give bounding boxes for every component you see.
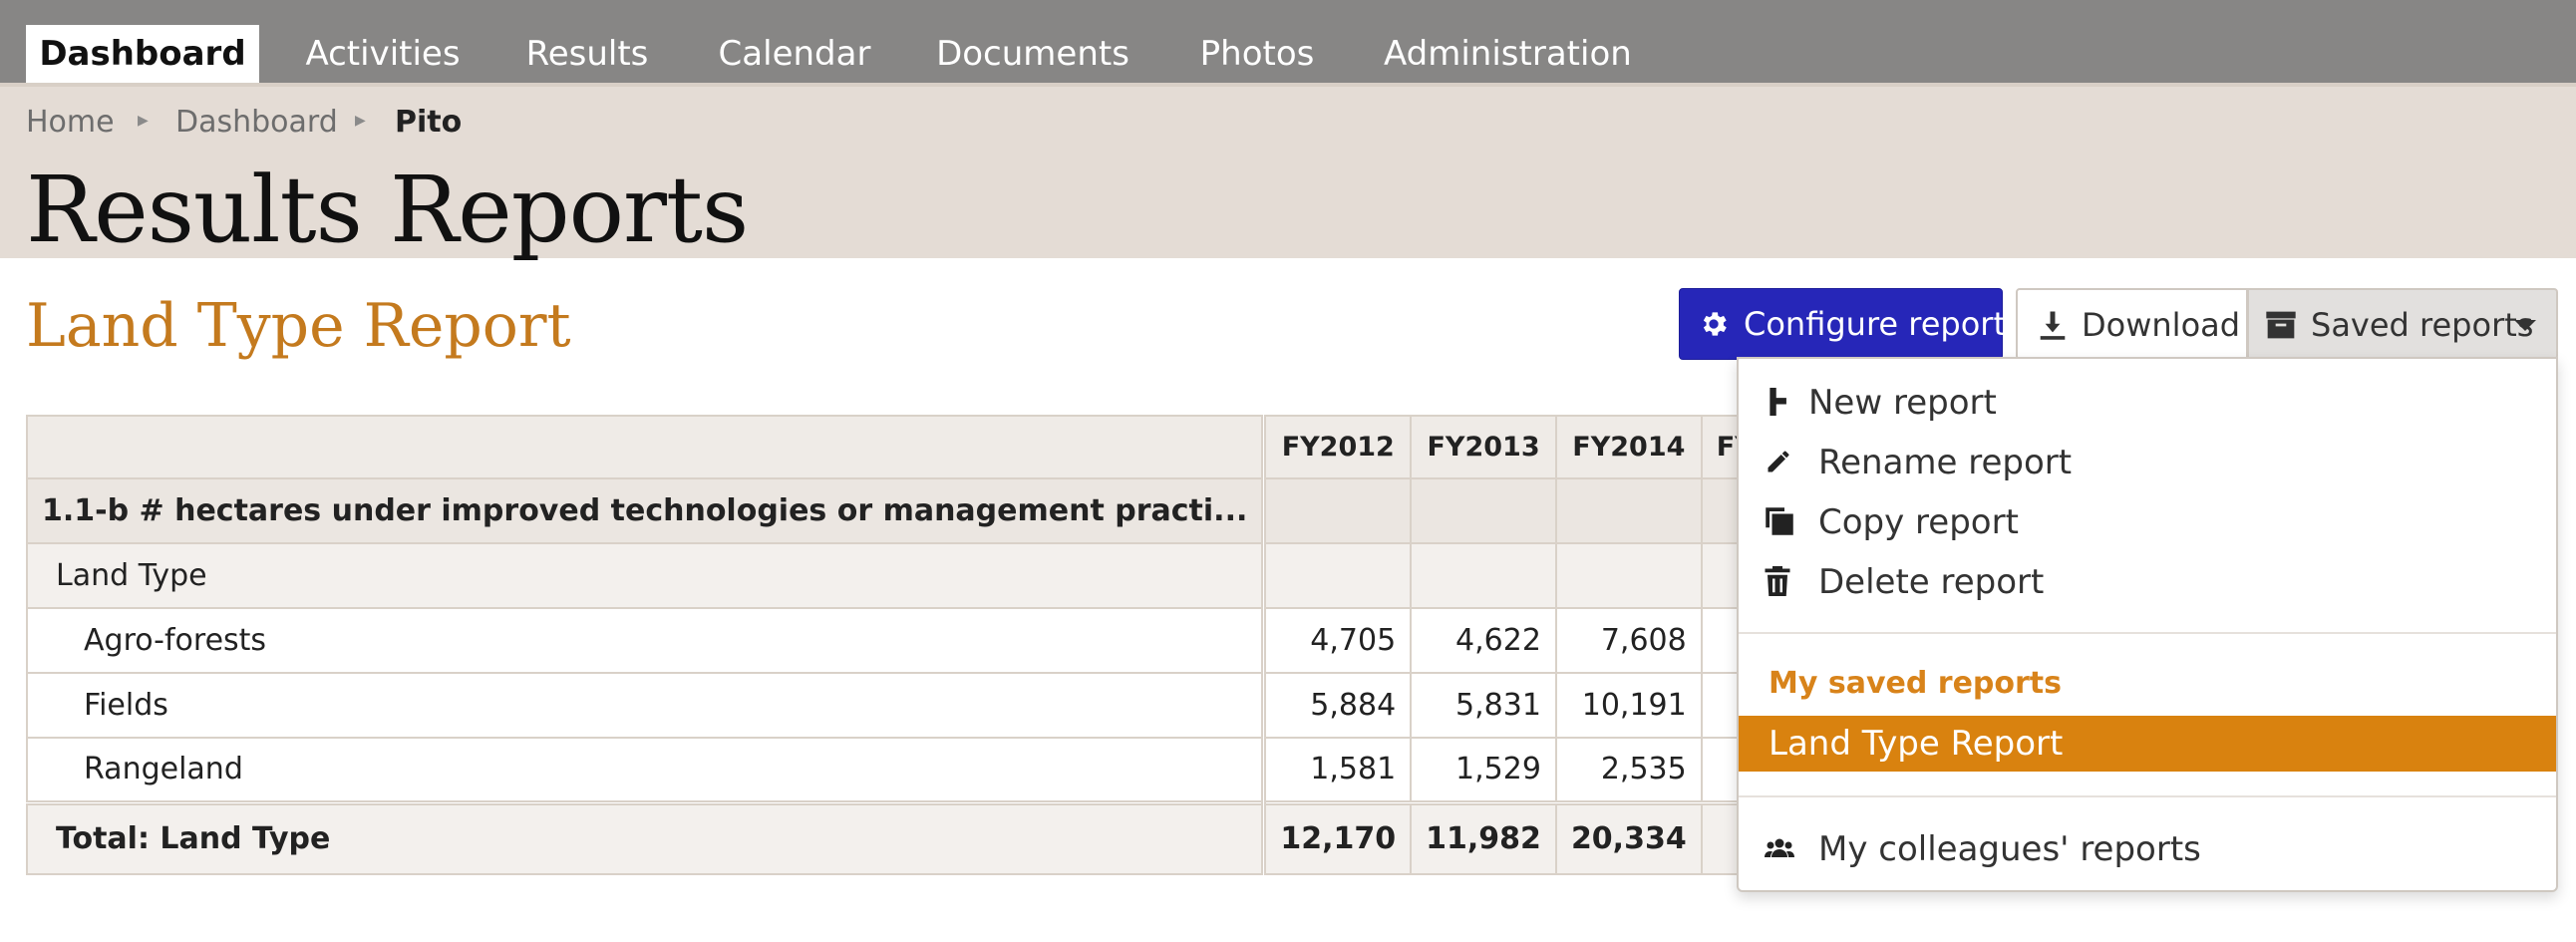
new-report-item[interactable]: New report	[1739, 373, 2556, 431]
dropdown-divider	[1739, 632, 2556, 634]
empty-cell	[1262, 542, 1413, 609]
archive-icon	[2265, 290, 2297, 360]
empty-cell	[1554, 477, 1703, 544]
row-value: 1,581	[1262, 737, 1413, 803]
nav-divider	[0, 83, 2576, 87]
page-header: Home ▶ Dashboard ▶ Pito Results Reports	[0, 87, 2576, 263]
saved-reports-button[interactable]: Saved reports	[2247, 288, 2558, 360]
pencil-icon	[1765, 433, 1792, 490]
header-fy2014: FY2014	[1554, 415, 1703, 479]
empty-cell	[1410, 477, 1557, 544]
header-fy-next: FY	[1700, 415, 1741, 479]
total-row: Total: Land Type 12,170 11,982 20,334	[26, 799, 1741, 875]
report-table-container: FY2012 FY2013 FY2014 FY 1.1-b # hectares…	[26, 415, 1741, 877]
empty-cell	[1700, 477, 1741, 544]
colleagues-reports-label: My colleagues' reports	[1818, 829, 2201, 869]
total-value: 20,334	[1554, 799, 1703, 875]
empty-cell	[1700, 672, 1741, 739]
total-value: 11,982	[1410, 799, 1557, 875]
caret-down-icon	[2514, 290, 2536, 360]
row-value: 5,884	[1262, 672, 1413, 739]
breadcrumb-home[interactable]: Home	[26, 105, 115, 140]
empty-cell	[1700, 737, 1741, 803]
saved-reports-dropdown: New report Rename report Copy report Del…	[1737, 357, 2558, 892]
row-value: 4,622	[1410, 607, 1557, 674]
row-value: 2,535	[1554, 737, 1703, 803]
my-saved-reports-header: My saved reports	[1769, 666, 2062, 701]
copy-icon	[1765, 492, 1794, 550]
indicator-label: 1.1-b # hectares under improved technolo…	[26, 477, 1267, 544]
empty-cell	[1554, 542, 1703, 609]
page-title: Results Reports	[26, 157, 749, 263]
report-title: Land Type Report	[26, 291, 571, 361]
header-label-cell	[26, 415, 1267, 479]
dropdown-divider	[1739, 795, 2556, 797]
total-value: 12,170	[1262, 799, 1413, 875]
delete-report-item[interactable]: Delete report	[1739, 552, 2556, 610]
table-row: Agro-forests 4,705 4,622 7,608	[26, 607, 1741, 674]
row-label: Agro-forests	[26, 607, 1267, 674]
report-table: FY2012 FY2013 FY2014 FY 1.1-b # hectares…	[26, 415, 1741, 875]
tab-results[interactable]: Results	[525, 34, 649, 74]
breadcrumb-separator-icon: ▶	[355, 113, 366, 129]
download-label: Download	[2082, 306, 2241, 344]
row-value: 7,608	[1554, 607, 1703, 674]
top-navigation: Dashboard Activities Results Calendar Do…	[0, 0, 2576, 86]
header-fy2013: FY2013	[1410, 415, 1557, 479]
breadcrumb-current: Pito	[395, 105, 463, 140]
new-report-label: New report	[1808, 383, 1997, 423]
row-value: 5,831	[1410, 672, 1557, 739]
table-row: Fields 5,884 5,831 10,191	[26, 672, 1741, 739]
tab-documents[interactable]: Documents	[936, 34, 1129, 74]
saved-report-item-label: Land Type Report	[1769, 724, 2064, 764]
tab-activities[interactable]: Activities	[305, 34, 461, 74]
group-row: Land Type	[26, 542, 1741, 609]
colleagues-reports-item[interactable]: My colleagues' reports	[1739, 819, 2556, 877]
saved-report-item-land-type[interactable]: Land Type Report	[1739, 716, 2556, 772]
download-button[interactable]: Download	[2016, 288, 2248, 360]
header-fy2012: FY2012	[1262, 415, 1413, 479]
empty-cell	[1262, 477, 1413, 544]
plus-icon	[1765, 373, 1790, 431]
empty-cell	[1700, 607, 1741, 674]
row-value: 10,191	[1554, 672, 1703, 739]
tab-calendar[interactable]: Calendar	[718, 34, 871, 74]
row-label: Fields	[26, 672, 1267, 739]
rename-report-label: Rename report	[1818, 443, 2073, 482]
configure-report-label: Configure report	[1744, 305, 2006, 343]
delete-report-label: Delete report	[1818, 562, 2045, 602]
breadcrumb-separator-icon: ▶	[138, 113, 149, 129]
configure-report-button[interactable]: Configure report	[1679, 288, 2006, 360]
group-label: Land Type	[26, 542, 1267, 609]
tab-photos[interactable]: Photos	[1199, 34, 1315, 74]
users-icon	[1765, 819, 1794, 877]
empty-cell	[1410, 542, 1557, 609]
saved-reports-label: Saved reports	[2311, 306, 2534, 344]
row-value: 4,705	[1262, 607, 1413, 674]
breadcrumb-dashboard[interactable]: Dashboard	[175, 105, 338, 140]
download-icon	[2038, 290, 2068, 360]
trash-icon	[1765, 552, 1790, 610]
rename-report-item[interactable]: Rename report	[1739, 433, 2556, 490]
row-label: Rangeland	[26, 737, 1267, 803]
tab-dashboard[interactable]: Dashboard	[26, 25, 259, 83]
total-label: Total: Land Type	[26, 799, 1267, 875]
row-value: 1,529	[1410, 737, 1557, 803]
tab-administration[interactable]: Administration	[1384, 34, 1632, 74]
copy-report-label: Copy report	[1818, 502, 2019, 542]
indicator-row: 1.1-b # hectares under improved technolo…	[26, 477, 1741, 544]
copy-report-item[interactable]: Copy report	[1739, 492, 2556, 550]
empty-cell	[1700, 799, 1741, 875]
table-row: Rangeland 1,581 1,529 2,535	[26, 737, 1741, 803]
gear-icon	[1698, 289, 1730, 359]
empty-cell	[1700, 542, 1741, 609]
